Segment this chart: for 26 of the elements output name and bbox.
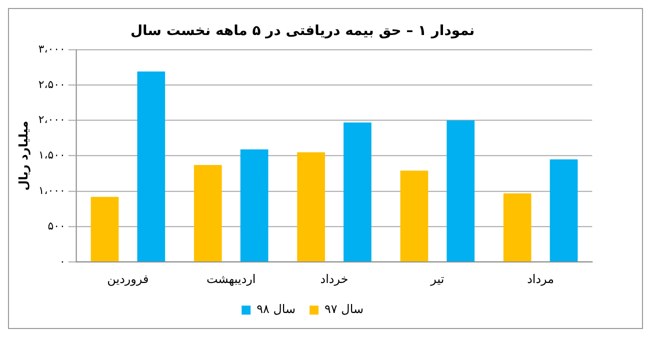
bar [344, 122, 372, 262]
bar [297, 152, 325, 262]
x-tick-label: اردیبهشت [206, 272, 256, 286]
bar [400, 170, 428, 262]
bar [446, 120, 475, 262]
x-tick-label: مرداد [527, 272, 554, 286]
y-tick-label: ۲،۵۰۰ [38, 78, 66, 91]
bar [503, 193, 532, 262]
x-tick-label: تیر [430, 272, 444, 286]
x-tick-label: خرداد [320, 272, 348, 286]
x-tick-label: فروردین [107, 272, 149, 286]
bar [240, 149, 268, 262]
chart-title: نمودار ۱ – حق بیمه دریافتی در ۵ ماهه نخست سال [130, 22, 475, 39]
bar [90, 196, 119, 262]
y-tick-label: ۳،۰۰۰ [38, 42, 66, 56]
y-axis-title: میلیارد ریال [16, 120, 30, 191]
bar [137, 72, 166, 262]
y-tick-label: ۱،۵۰۰ [38, 148, 66, 162]
legend-label: سال ۹۸ [256, 302, 296, 316]
y-tick-label: ۱،۰۰۰ [38, 184, 66, 198]
bar [550, 159, 578, 262]
y-tick-label: ۵۰۰ [48, 219, 66, 232]
y-tick-label: ۰ [60, 254, 66, 268]
bar [194, 164, 222, 262]
y-tick-label: ۲،۰۰۰ [38, 113, 66, 126]
legend-label: سال ۹۷ [324, 302, 364, 316]
